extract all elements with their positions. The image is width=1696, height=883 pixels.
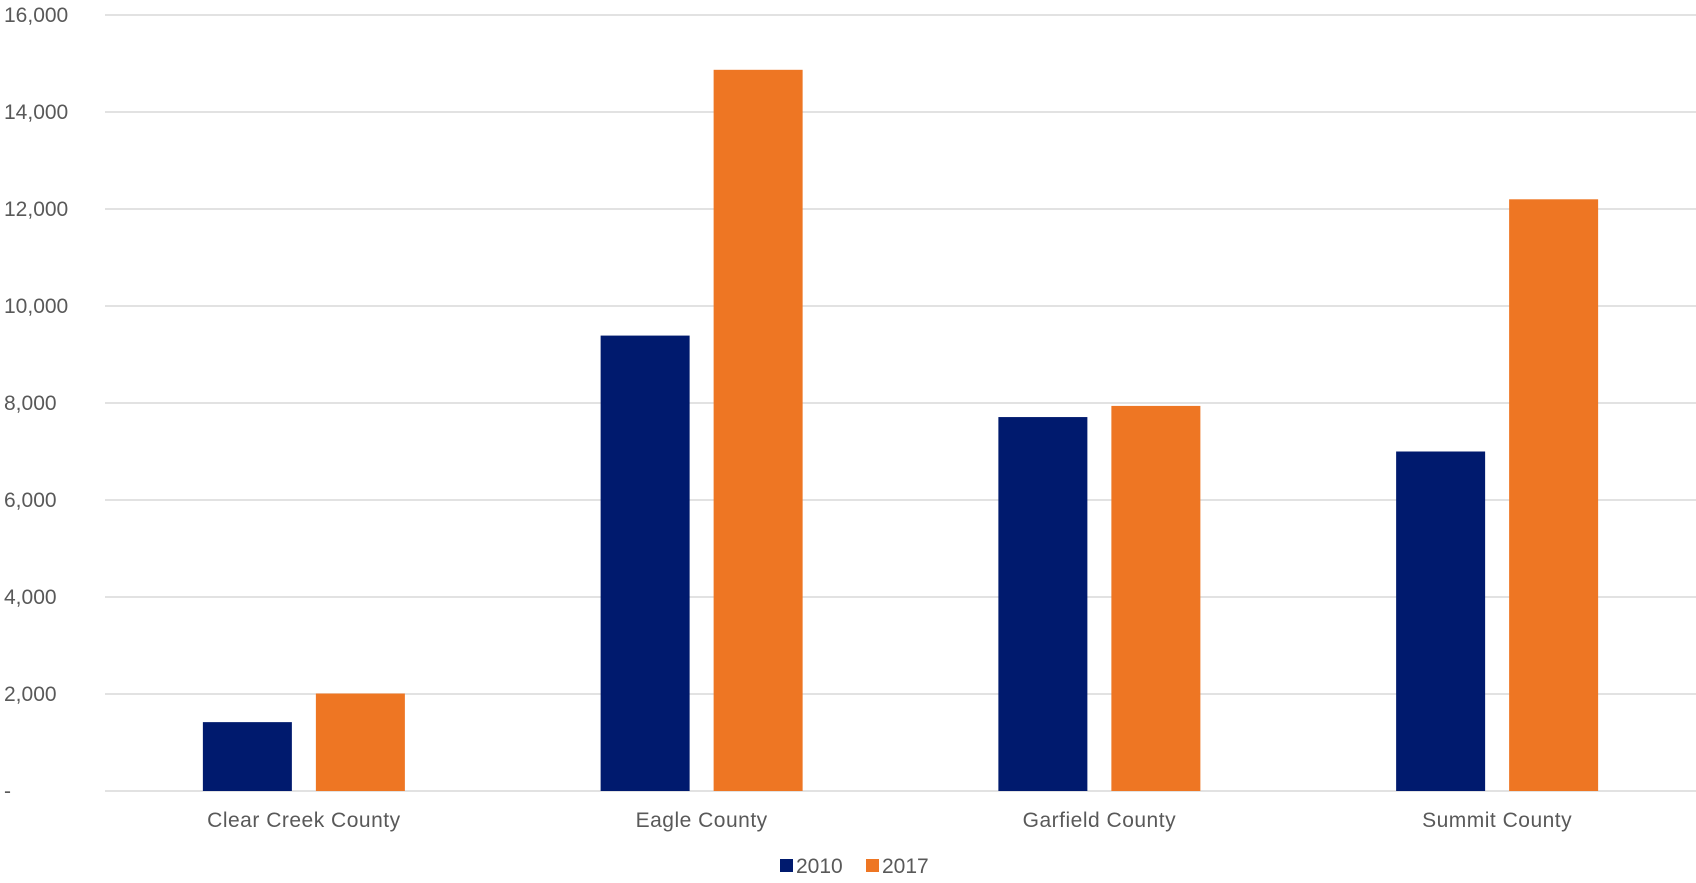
bars: [202, 69, 1599, 792]
x-axis-categories: Clear Creek County Eagle County Garfield C…: [207, 809, 1572, 832]
bar-2017-3: [1509, 199, 1599, 792]
bar-2010-3: [1396, 451, 1486, 791]
y-tick-label: 12,000: [4, 198, 68, 221]
legend-swatch-2017: [866, 859, 879, 872]
x-category-label: Eagle County: [636, 809, 768, 832]
y-tick-label: 6,000: [4, 489, 57, 512]
legend: 2010 2017: [780, 855, 929, 878]
y-tick-label: -: [4, 780, 11, 803]
y-tick-label: 10,000: [4, 295, 68, 318]
bar-2017-1: [713, 69, 803, 792]
y-axis-ticks: - 2,000 4,000 6,000 8,000 10,000 12,000 14,000 1…: [4, 4, 68, 803]
bar-2017-2: [1111, 405, 1201, 791]
legend-label: 2010: [796, 855, 843, 878]
bar-2017-0: [315, 693, 405, 791]
x-category-label: Garfield County: [1023, 809, 1176, 832]
bar-2010-2: [998, 417, 1088, 791]
bar-2010-0: [202, 722, 292, 791]
y-tick-label: 4,000: [4, 586, 57, 609]
bar-2010-1: [600, 335, 690, 791]
legend-label: 2017: [882, 855, 929, 878]
y-tick-label: 14,000: [4, 101, 68, 124]
y-tick-label: 16,000: [4, 4, 68, 27]
legend-swatch-2010: [780, 859, 793, 872]
y-tick-label: 8,000: [4, 392, 57, 415]
x-category-label: Summit County: [1422, 809, 1572, 832]
x-category-label: Clear Creek County: [207, 809, 400, 832]
y-tick-label: 2,000: [4, 683, 57, 706]
